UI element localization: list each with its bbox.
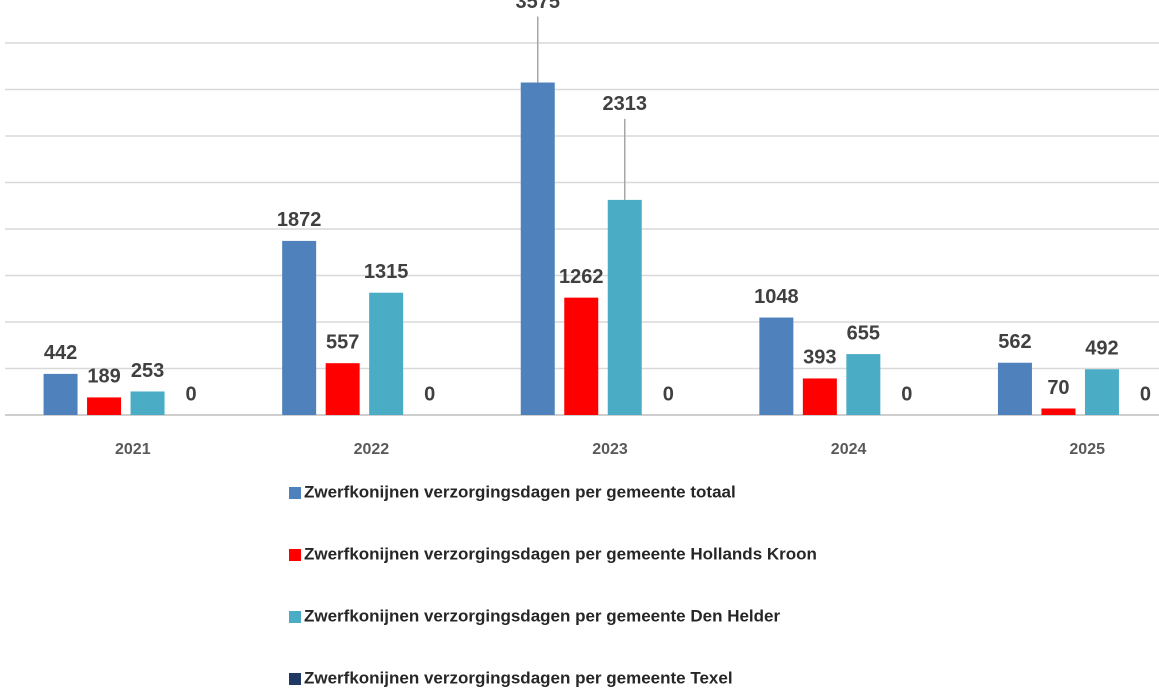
bar (802, 378, 837, 415)
data-label: 1048 (754, 286, 799, 308)
bar (846, 354, 881, 415)
data-label: 2313 (603, 93, 648, 115)
bar (564, 297, 599, 415)
bar (87, 397, 122, 415)
bar (43, 373, 78, 415)
legend-swatch (289, 549, 301, 561)
data-label: 655 (847, 322, 880, 344)
data-label: 0 (901, 383, 912, 405)
x-tick-label: 2025 (1069, 441, 1105, 458)
bar (607, 199, 642, 415)
data-label: 0 (185, 383, 196, 405)
data-label: 492 (1085, 338, 1118, 360)
bar (1084, 369, 1119, 415)
legend-swatch (289, 611, 301, 623)
legend-label: Zwerfkonijnen verzorgingsdagen per gemee… (304, 668, 733, 687)
data-label: 393 (803, 347, 836, 369)
bar (130, 391, 165, 415)
data-label: 557 (326, 331, 359, 353)
x-tick-label: 2024 (831, 441, 867, 458)
x-tick-label: 2021 (115, 441, 151, 458)
data-label: 1872 (277, 209, 322, 231)
x-tick-label: 2023 (592, 441, 628, 458)
bar (325, 363, 360, 415)
data-label: 562 (998, 331, 1031, 353)
data-label: 0 (1140, 383, 1151, 405)
legend-swatch (289, 673, 301, 685)
data-label: 0 (424, 383, 435, 405)
legend-swatch (289, 487, 301, 499)
data-label: 70 (1047, 377, 1069, 399)
data-label: 253 (131, 360, 164, 382)
data-label: 0 (663, 383, 674, 405)
bar (520, 82, 555, 416)
data-label: 1262 (559, 266, 604, 288)
bar (759, 317, 794, 415)
legend-label: Zwerfkonijnen verzorgingsdagen per gemee… (304, 482, 736, 501)
bar (369, 292, 404, 415)
bar (282, 240, 317, 415)
data-label: 189 (87, 366, 120, 388)
bar (1041, 408, 1076, 415)
data-label: 442 (44, 342, 77, 364)
legend-label: Zwerfkonijnen verzorgingsdagen per gemee… (304, 606, 780, 625)
legend-label: Zwerfkonijnen verzorgingsdagen per gemee… (304, 544, 817, 563)
x-tick-label: 2022 (354, 441, 390, 458)
bar (997, 362, 1032, 415)
data-label: 3575 (516, 0, 561, 13)
data-label: 1315 (364, 261, 409, 283)
